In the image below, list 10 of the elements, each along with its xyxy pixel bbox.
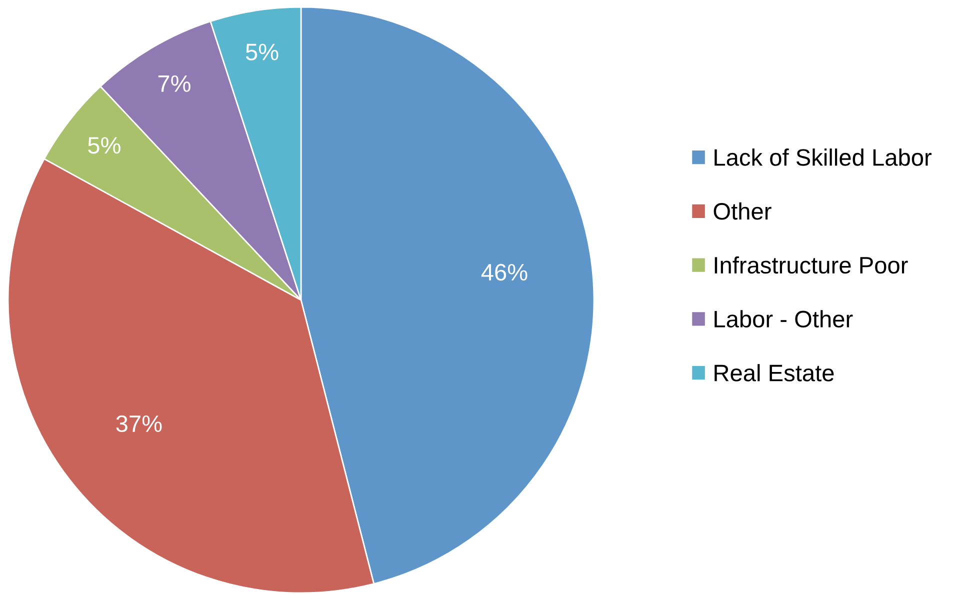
legend-label: Real Estate	[714, 364, 834, 382]
data-label: 5%	[88, 137, 120, 154]
legend-label: Other	[714, 202, 772, 220]
data-label: 37%	[116, 415, 162, 432]
legend-label: Infrastructure Poor	[714, 256, 908, 274]
data-label: 46%	[481, 264, 528, 281]
data-label: 5%	[246, 44, 278, 60]
data-label: 7%	[158, 75, 190, 92]
legend-label: Labor - Other	[714, 310, 853, 328]
legend-label: Lack of Skilled Labor	[714, 148, 932, 166]
